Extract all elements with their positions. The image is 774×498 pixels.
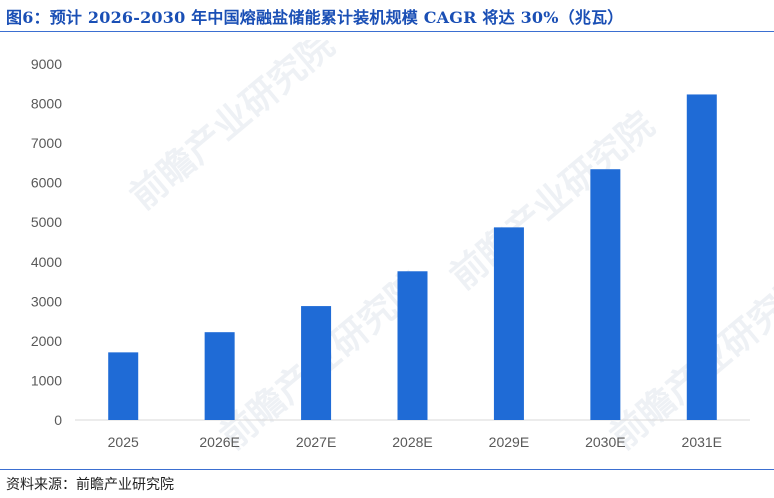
bar-2030E (590, 169, 621, 420)
bar-2031E (686, 94, 717, 421)
figure-title-bar: 图6：预计 2026-2030 年中国熔融盐储能累计装机规模 CAGR 将达 3… (0, 0, 774, 32)
watermark-text: 前瞻产业研究院 (122, 40, 341, 217)
y-axis: 0 1000 2000 3000 4000 5000 6000 7000 8000 9000 (31, 56, 62, 428)
y-tick-label: 7000 (31, 135, 62, 151)
y-tick-label: 9000 (31, 56, 62, 72)
bar-2026E (204, 332, 235, 420)
bar-2028E (397, 271, 428, 420)
bottom-rule (0, 469, 774, 470)
bars (108, 94, 717, 421)
y-tick-label: 2000 (31, 333, 62, 349)
y-tick-label: 4000 (31, 254, 62, 270)
x-tick-label: 2028E (392, 434, 432, 450)
bar-chart: 前瞻产业研究院前瞻产业研究院前瞻产业研究院前瞻产业研究院 01000200030… (31, 24, 774, 457)
y-tick-label: 1000 (31, 372, 62, 388)
x-tick-label: 2027E (296, 434, 336, 450)
x-tick-label: 2029E (489, 434, 529, 450)
x-tick-label: 2025 (108, 434, 139, 450)
y-tick-label: 3000 (31, 293, 62, 309)
bar-2025 (108, 352, 139, 420)
y-tick-label: 0 (54, 412, 62, 428)
figure-title: 图6：预计 2026-2030 年中国熔融盐储能累计装机规模 CAGR 将达 3… (6, 7, 624, 27)
y-tick-label: 5000 (31, 214, 62, 230)
chart-area: 前瞻产业研究院前瞻产业研究院前瞻产业研究院前瞻产业研究院 01000200030… (0, 24, 774, 465)
x-tick-label: 2026E (199, 434, 239, 450)
y-tick-label: 8000 (31, 96, 62, 112)
y-tick-label: 6000 (31, 175, 62, 191)
x-tick-label: 2031E (682, 434, 722, 450)
x-tick-label: 2030E (585, 434, 625, 450)
watermark-text: 前瞻产业研究院 (442, 104, 661, 297)
bar-2027E (301, 306, 332, 420)
source-note: 资料来源：前瞻产业研究院 (6, 477, 174, 493)
bar-2029E (493, 227, 524, 420)
x-axis: 2025 2026E 2027E 2028E 2029E 2030E 2031E (108, 434, 722, 450)
